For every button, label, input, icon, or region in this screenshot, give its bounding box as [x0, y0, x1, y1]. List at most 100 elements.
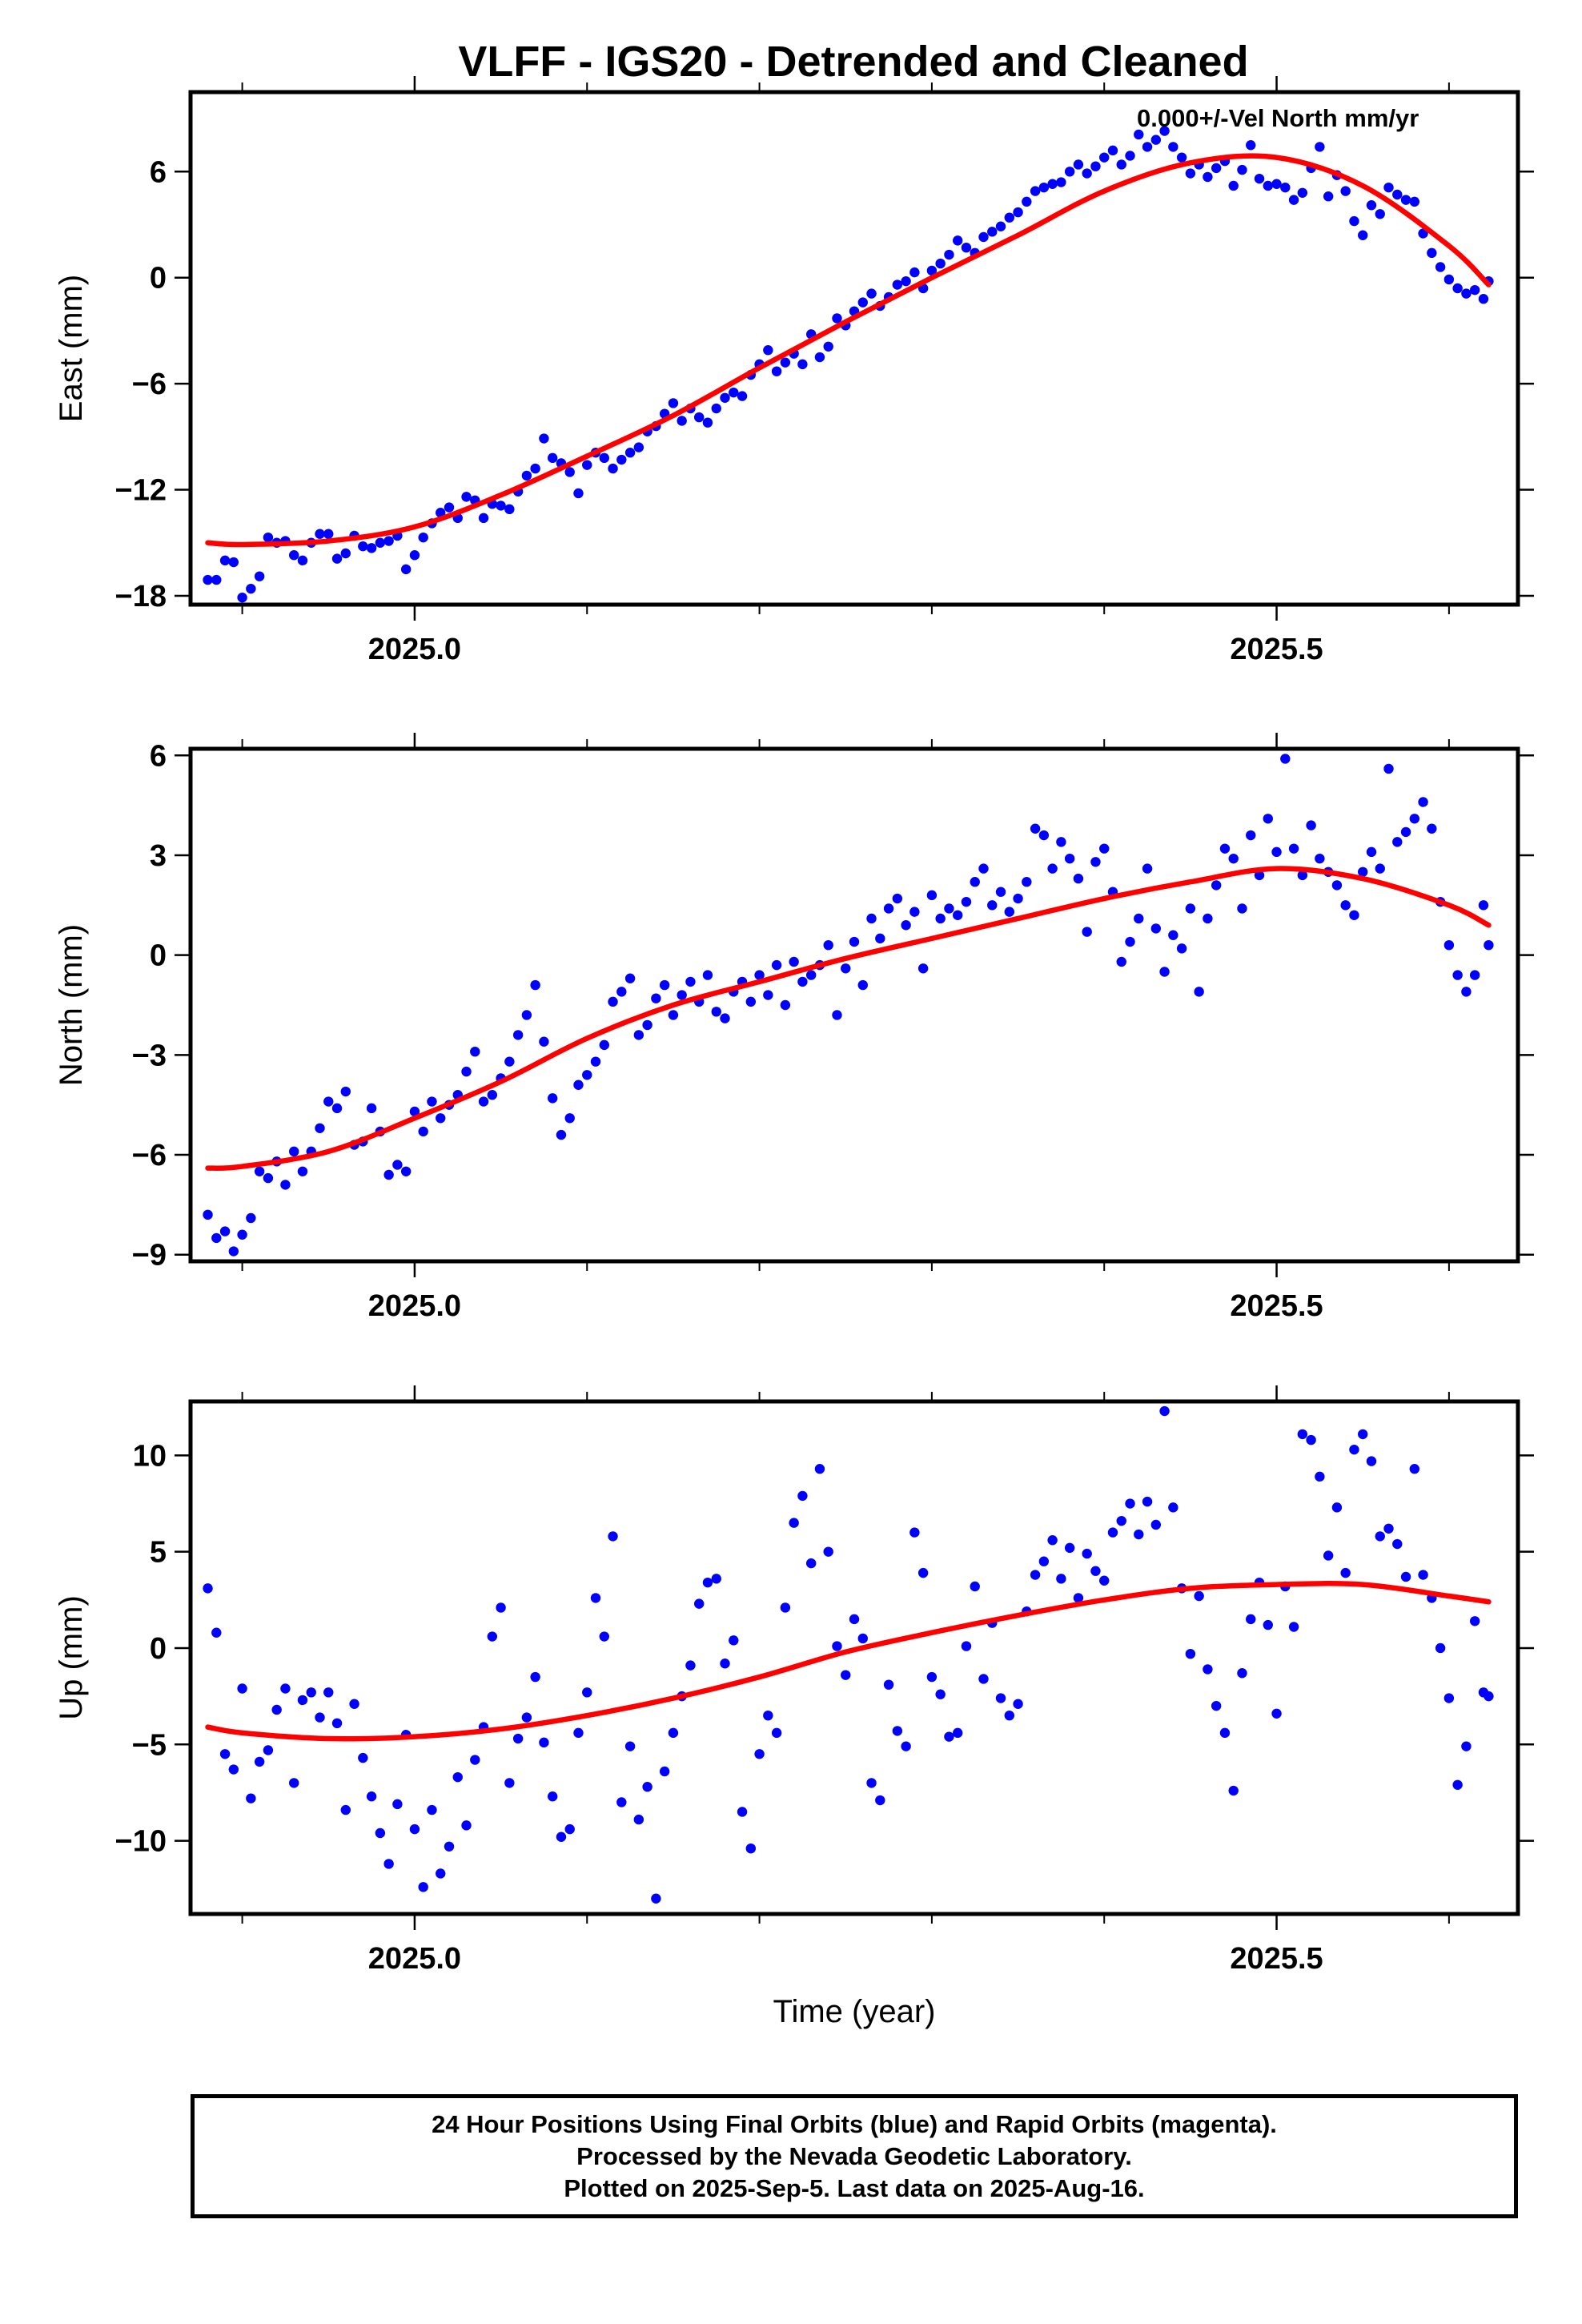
north-data-point [926, 890, 938, 901]
up-data-point [237, 1683, 247, 1694]
east-data-point [358, 541, 368, 552]
north-data-point [1073, 873, 1084, 884]
up-data-point [970, 1581, 980, 1592]
east-data-point [1056, 177, 1066, 187]
up-y-tick-label: −5 [132, 1728, 167, 1762]
north-y-axis-label: North (mm) [54, 924, 89, 1086]
north-data-point [892, 893, 903, 904]
north-data-point [436, 1113, 446, 1124]
up-data-point [823, 1546, 833, 1557]
up-plot-area [203, 1405, 1494, 1904]
up-data-point [1409, 1464, 1420, 1474]
north-data-point [228, 1246, 239, 1256]
up-data-point [452, 1771, 463, 1783]
north-data-point [564, 1113, 575, 1124]
north-data-point [470, 1046, 480, 1057]
east-data-point [418, 532, 428, 543]
north-data-point [1185, 903, 1196, 914]
up-data-point [1228, 1785, 1239, 1796]
north-data-point [849, 936, 860, 947]
north-data-point [590, 1056, 601, 1067]
up-data-point [1185, 1648, 1196, 1659]
caption-line-2: Processed by the Nevada Geodetic Laborat… [576, 2141, 1132, 2170]
up-data-point [1082, 1548, 1092, 1559]
north-data-point [711, 1007, 721, 1017]
north-data-point [1254, 870, 1265, 881]
east-data-point [1263, 180, 1273, 191]
east-data-point [866, 288, 877, 299]
north-data-point [418, 1126, 428, 1137]
east-data-point [1461, 288, 1472, 299]
up-data-point [1047, 1535, 1058, 1546]
north-data-point [1478, 900, 1489, 911]
east-data-point [461, 492, 472, 502]
up-data-point [254, 1756, 265, 1767]
up-data-point [1219, 1727, 1231, 1739]
north-data-point [1194, 987, 1204, 997]
up-data-point [1323, 1550, 1334, 1561]
east-data-point [987, 227, 998, 237]
north-data-point [1263, 814, 1273, 824]
east-data-point [1254, 173, 1265, 184]
north-data-point [987, 900, 998, 911]
east-data-point [1288, 195, 1299, 205]
east-data-point [409, 550, 420, 561]
east-data-point [375, 537, 386, 548]
up-data-point [358, 1752, 368, 1763]
up-data-point [763, 1710, 773, 1721]
up-data-point [1349, 1444, 1359, 1455]
east-data-point [944, 249, 954, 260]
north-data-point [1038, 830, 1050, 841]
east-data-point [1203, 171, 1213, 183]
north-data-point [1271, 846, 1282, 858]
north-data-point [1461, 987, 1472, 997]
east-data-point [1073, 159, 1084, 170]
up-data-point [487, 1631, 498, 1642]
up-data-point [547, 1791, 558, 1802]
north-data-point [702, 970, 713, 980]
up-data-point [1056, 1574, 1066, 1584]
east-data-point [564, 467, 575, 477]
north-data-point [1280, 754, 1291, 764]
north-data-point [288, 1146, 299, 1157]
east-data-point [323, 529, 334, 539]
north-data-point [1004, 907, 1014, 917]
north-data-point [677, 990, 687, 1000]
north-data-point [1340, 900, 1351, 911]
up-data-point [961, 1641, 972, 1651]
north-data-point [219, 1226, 231, 1236]
east-data-point [1013, 207, 1023, 218]
north-data-point [1383, 763, 1394, 774]
north-data-point [1099, 843, 1110, 854]
north-x-tick-label: 2025.0 [368, 1289, 461, 1323]
north-data-point [366, 1103, 377, 1114]
up-data-point [461, 1820, 472, 1831]
north-data-point [1246, 830, 1256, 841]
east-data-point [547, 452, 558, 464]
east-data-point [1064, 167, 1075, 177]
up-y-tick-label: 5 [150, 1536, 167, 1570]
east-data-point [1478, 294, 1489, 304]
north-data-point [978, 863, 989, 874]
north-data-point [1297, 870, 1308, 881]
up-data-point [1013, 1699, 1023, 1709]
north-frame [188, 746, 1520, 1264]
up-data-point [323, 1687, 334, 1698]
north-data-point [875, 933, 885, 944]
north-data-point [383, 1169, 394, 1180]
up-data-point [849, 1614, 860, 1625]
up-data-point [1194, 1590, 1204, 1602]
up-data-point [496, 1602, 506, 1613]
up-data-point [866, 1778, 877, 1788]
east-data-point [1349, 215, 1359, 227]
up-frame [188, 1399, 1520, 1916]
east-y-axis-label: East (mm) [54, 275, 89, 422]
east-data-point [668, 398, 679, 408]
east-data-point [1142, 142, 1153, 152]
east-data-point [521, 470, 532, 481]
north-data-point [392, 1160, 403, 1170]
east-data-point [1125, 151, 1135, 161]
east-data-point [599, 452, 609, 464]
east-data-point [582, 460, 592, 470]
up-data-point [470, 1755, 480, 1765]
